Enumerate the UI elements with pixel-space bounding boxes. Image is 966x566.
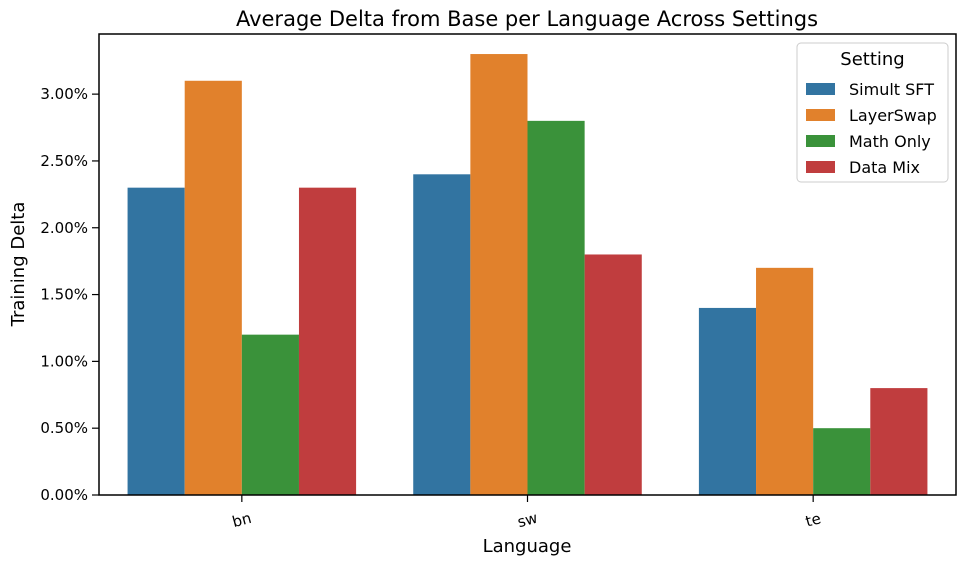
bar-layerswap-bn bbox=[184, 80, 242, 495]
axes-frame bbox=[98, 33, 957, 496]
bar-simult-sft-bn bbox=[127, 187, 185, 495]
legend-swatch bbox=[806, 135, 835, 147]
legend-swatch bbox=[806, 83, 835, 95]
plot-area: 0.00% 0.50% 1.00% 1.50% 2.00% 2.50% 3.00% bn sw t… bbox=[40, 33, 957, 532]
bar-math-only-bn bbox=[241, 334, 299, 495]
y-tick-label: 3.00% bbox=[40, 85, 88, 103]
bar-math-only-sw bbox=[527, 120, 585, 495]
legend: Setting Simult SFT LayerSwap Math Only Data … bbox=[796, 42, 949, 183]
bar-data-mix-te bbox=[870, 388, 928, 495]
bar-simult-sft-sw bbox=[413, 174, 471, 495]
bar-layerswap-te bbox=[756, 267, 814, 495]
bar-data-mix-bn bbox=[298, 187, 357, 495]
legend-swatch bbox=[806, 161, 835, 173]
legend-title: Setting bbox=[840, 49, 904, 70]
y-tick-label: 0.00% bbox=[40, 486, 88, 504]
y-axis-label: Training Delta bbox=[8, 202, 29, 328]
bar-math-only-te bbox=[813, 428, 871, 495]
legend-entry: Simult SFT bbox=[849, 80, 934, 99]
legend-swatch bbox=[806, 109, 835, 121]
bar-simult-sft-te bbox=[698, 307, 757, 495]
legend-entry: Math Only bbox=[849, 132, 931, 151]
bar-data-mix-sw bbox=[584, 254, 642, 495]
x-tick-label: te bbox=[804, 509, 823, 530]
x-tick-label: sw bbox=[515, 509, 539, 532]
y-tick-label: 1.00% bbox=[40, 352, 88, 370]
y-tick-label: 2.50% bbox=[40, 152, 88, 170]
y-tick-label: 1.50% bbox=[40, 286, 88, 304]
bar-layerswap-sw bbox=[470, 54, 528, 495]
x-tick-label: bn bbox=[230, 509, 253, 531]
x-axis-label: Language bbox=[483, 536, 572, 557]
y-tick-label: 2.00% bbox=[40, 219, 88, 237]
legend-entry: LayerSwap bbox=[849, 106, 937, 125]
chart-title: Average Delta from Base per Language Acr… bbox=[236, 7, 818, 31]
y-tick-label: 0.50% bbox=[40, 419, 88, 437]
legend-entry: Data Mix bbox=[849, 158, 920, 177]
legend-box bbox=[796, 42, 949, 183]
